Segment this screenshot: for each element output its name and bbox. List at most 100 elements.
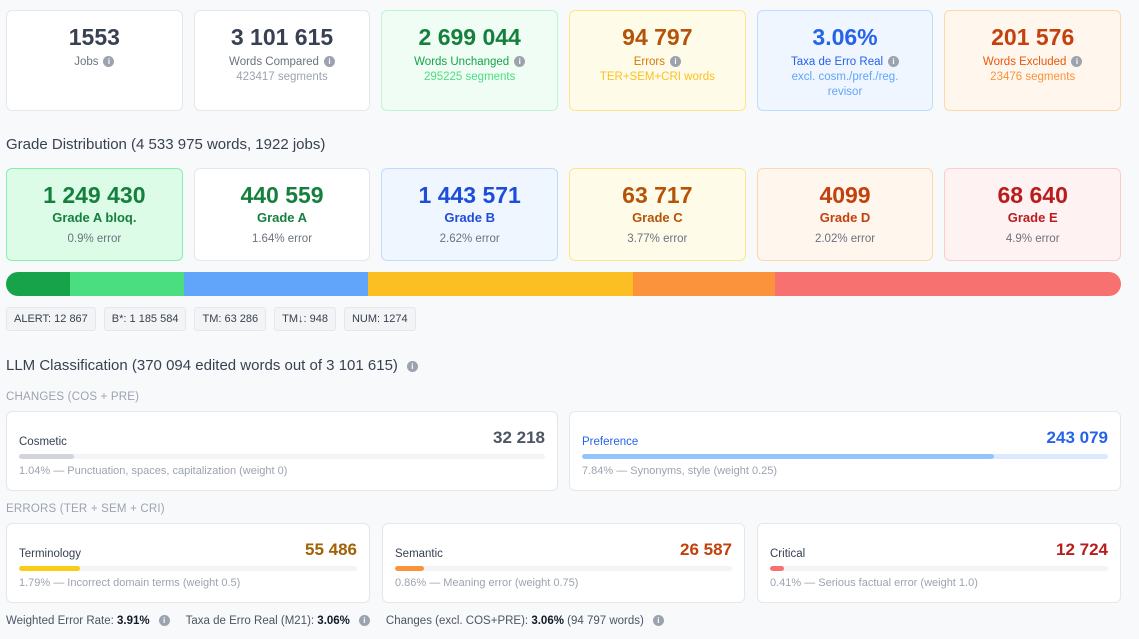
- llm-desc: 0.41% — Serious factual error (weight 1.…: [770, 577, 978, 589]
- grade-a-card[interactable]: 440 559 Grade A 1.64% error: [193, 168, 371, 261]
- chip-tm-down: TM↓: 948: [274, 307, 336, 331]
- grade-label: Grade E: [1007, 210, 1058, 225]
- llm-progress: [19, 566, 357, 571]
- stat-words-compared: 3 101 615 Words Compared i 423417 segment…: [193, 10, 371, 111]
- chip-alert: ALERT: 12 867: [6, 307, 96, 331]
- stat-sub: TER+SEM+CRI words: [599, 71, 715, 83]
- stat-label: Words Compared: [229, 56, 319, 68]
- grade-label: Grade A bloq.: [52, 210, 137, 225]
- bar-segment-2: [184, 272, 369, 296]
- grade-value: 1 249 430: [43, 182, 146, 208]
- grade-value: 63 717: [622, 182, 693, 208]
- stat-sub: 23476 segments: [990, 71, 1076, 83]
- grade-error: 2.02% error: [814, 233, 876, 245]
- grade-label: Grade C: [632, 210, 683, 225]
- grade-e-card[interactable]: 68 640 Grade E 4.9% error: [944, 168, 1122, 261]
- grade-error: 2.62% error: [439, 233, 500, 245]
- llm-name: Terminology: [19, 548, 81, 560]
- grades-row: 1 249 430 Grade A bloq. 0.9% error 440 5…: [6, 168, 1122, 261]
- grade-d-card[interactable]: 4099 Grade D 2.02% error: [756, 168, 934, 261]
- llm-critical-card: Critical 12 724 0.41% — Serious factual …: [757, 523, 1121, 603]
- grade-a-bloq-card[interactable]: 1 249 430 Grade A bloq. 0.9% error: [6, 168, 183, 261]
- stat-value: 1553: [68, 24, 120, 50]
- grade-label: Grade D: [819, 210, 871, 225]
- info-icon[interactable]: i: [406, 360, 418, 372]
- llm-value: 12 724: [1056, 540, 1108, 559]
- stat-value: 201 576: [991, 24, 1075, 50]
- llm-progress: [19, 454, 545, 459]
- footer-metrics: Weighted Error Rate: 3.91% i Taxa de Erro…: [6, 615, 664, 627]
- chip-b-star: B*: 1 185 584: [103, 307, 187, 331]
- llm-progress-fill: [770, 566, 784, 571]
- llm-value: 32 218: [493, 428, 545, 447]
- stat-errors: 94 797 Errors i TER+SEM+CRI words: [569, 10, 746, 111]
- taxa-erro-real-m21: Taxa de Erro Real (M21): 3.06% i: [186, 615, 370, 627]
- stat-taxa-erro: 3.06% Taxa de Erro Real i excl. cosm./pre…: [756, 10, 934, 111]
- bar-segment-3: [368, 272, 633, 296]
- stat-label: Words Unchanged: [414, 56, 510, 68]
- bar-segment-5: [775, 272, 1121, 296]
- llm-desc: 0.86% — Meaning error (weight 0.75): [395, 577, 579, 589]
- llm-preference-card: Preference 243 079 7.84% — Synonyms, sty…: [569, 411, 1121, 491]
- errors-subtitle: ERRORS (TER + SEM + CRI): [6, 503, 165, 515]
- bar-segment-4: [632, 272, 775, 296]
- grade-error: 3.77% error: [627, 233, 688, 245]
- info-icon[interactable]: i: [514, 56, 526, 68]
- info-icon[interactable]: i: [323, 56, 335, 68]
- grade-error: 0.9% error: [67, 233, 122, 245]
- grade-value: 1 443 571: [418, 182, 521, 208]
- llm-name: Cosmetic: [19, 436, 67, 448]
- stat-label: Jobs: [74, 56, 99, 68]
- llm-cosmetic-card: Cosmetic 32 218 1.04% — Punctuation, spa…: [6, 411, 558, 491]
- stat-label: Taxa de Erro Real: [791, 56, 884, 68]
- weighted-error-rate: Weighted Error Rate: 3.91% i: [6, 615, 170, 627]
- stat-label: Words Excluded: [982, 56, 1067, 68]
- llm-value: 243 079: [1046, 428, 1108, 447]
- llm-name: Preference: [582, 436, 639, 448]
- stat-sub: 295225 segments: [423, 71, 516, 83]
- grade-error: 1.64% error: [251, 233, 313, 245]
- stat-jobs: 1553 Jobs i: [6, 10, 183, 111]
- llm-progress: [770, 566, 1108, 571]
- llm-classification-title: LLM Classification (370 094 edited words…: [6, 357, 418, 374]
- stat-value: 2 699 044: [418, 24, 521, 50]
- chip-tm: TM: 63 286: [194, 307, 267, 331]
- llm-semantic-card: Semantic 26 587 0.86% — Meaning error (w…: [382, 523, 745, 603]
- grade-label: Grade A: [256, 210, 308, 225]
- info-icon[interactable]: i: [888, 56, 900, 68]
- stat-sub: 423417 segments: [236, 71, 328, 83]
- grade-distribution-title: Grade Distribution (4 533 975 words, 192…: [6, 136, 326, 153]
- stat-words-excluded: 201 576 Words Excluded i 23476 segments: [944, 10, 1122, 111]
- llm-value: 55 486: [305, 540, 357, 559]
- grade-value: 4099: [819, 182, 871, 208]
- info-icon[interactable]: i: [103, 56, 115, 68]
- llm-name: Semantic: [395, 548, 443, 560]
- grade-b-card[interactable]: 1 443 571 Grade B 2.62% error: [381, 168, 559, 261]
- stat-value: 94 797: [622, 24, 693, 50]
- grade-c-card[interactable]: 63 717 Grade C 3.77% error: [569, 168, 746, 261]
- info-icon[interactable]: i: [652, 615, 664, 627]
- llm-progress: [395, 566, 732, 571]
- info-icon[interactable]: i: [670, 56, 681, 68]
- stat-value: 3 101 615: [230, 24, 334, 50]
- stats-row: 1553 Jobs i 3 101 615 Words Compared i 423…: [6, 10, 1122, 111]
- llm-value: 26 587: [680, 540, 732, 559]
- changes-excl: Changes (excl. COS+PRE): 3.06% (94 797 w…: [386, 615, 664, 627]
- grade-value: 440 559: [240, 182, 324, 208]
- info-icon[interactable]: i: [1071, 56, 1083, 68]
- grade-error: 4.9% error: [1005, 233, 1060, 245]
- llm-desc: 1.04% — Punctuation, spaces, capitalizat…: [19, 465, 288, 477]
- stat-sub: excl. cosm./pref./reg. revisor: [791, 71, 899, 98]
- grade-label: Grade B: [444, 210, 495, 225]
- llm-progress-fill: [582, 454, 995, 459]
- llm-progress-fill: [19, 566, 80, 571]
- flag-chips: ALERT: 12 867 B*: 1 185 584 TM: 63 286 T…: [6, 307, 416, 331]
- chip-num: NUM: 1274: [343, 307, 416, 331]
- info-icon[interactable]: i: [158, 615, 170, 627]
- llm-desc: 1.79% — Incorrect domain terms (weight 0…: [19, 577, 241, 589]
- llm-progress-fill: [19, 454, 74, 459]
- info-icon[interactable]: i: [358, 615, 370, 627]
- llm-desc: 7.84% — Synonyms, style (weight 0.25): [582, 465, 778, 477]
- stat-value: 3.06%: [812, 24, 878, 50]
- llm-progress: [582, 454, 1108, 459]
